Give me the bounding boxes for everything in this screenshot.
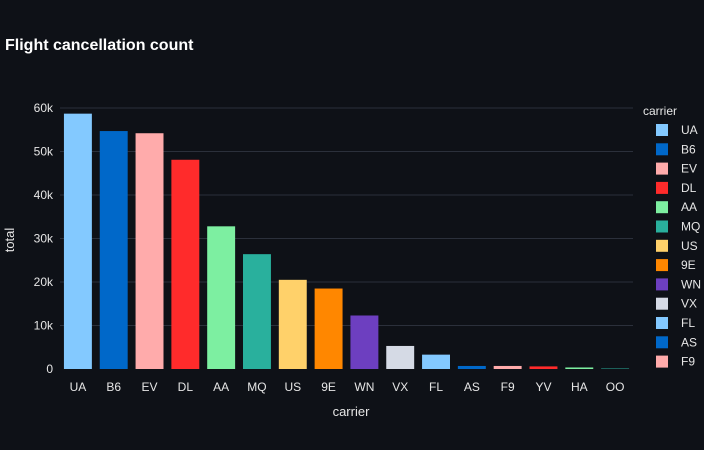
bar-wn[interactable] — [350, 315, 379, 369]
bar-as[interactable] — [457, 365, 486, 369]
legend-item-label[interactable]: EV — [681, 162, 697, 176]
bar-ev[interactable] — [135, 133, 164, 369]
y-tick-label: 10k — [34, 319, 54, 333]
bar-us[interactable] — [278, 279, 307, 369]
x-tick-label: HA — [571, 380, 588, 394]
y-tick-label: 40k — [34, 188, 54, 202]
legend-item-label[interactable]: VX — [681, 297, 697, 311]
x-tick-label: 9E — [321, 380, 336, 394]
legend-swatch[interactable] — [656, 278, 668, 291]
legend: carrier UA B6 EV DL AA MQ US 9E WN VX FL AS F9 — [643, 104, 701, 369]
x-tick-label: WN — [354, 380, 374, 394]
bar-b6[interactable] — [99, 131, 128, 369]
legend-item-label[interactable]: US — [681, 239, 698, 253]
legend-item-label[interactable]: AA — [681, 200, 697, 214]
x-tick-label: F9 — [501, 380, 515, 394]
legend-swatch[interactable] — [656, 201, 668, 214]
bar-vx[interactable] — [386, 345, 415, 369]
legend-title: carrier — [643, 104, 677, 118]
y-tick-label: 0 — [46, 362, 53, 376]
legend-swatch[interactable] — [656, 181, 668, 194]
bar-f9[interactable] — [493, 365, 522, 369]
y-axis-title: total — [2, 228, 17, 253]
legend-item-label[interactable]: B6 — [681, 142, 696, 156]
bar-mq[interactable] — [243, 254, 271, 369]
bars — [63, 113, 630, 370]
legend-item-label[interactable]: WN — [681, 277, 701, 291]
x-tick-labels: UA B6 EV DL AA MQ US 9E WN VX FL AS F9 YV HA OO — [70, 380, 625, 394]
bar-9e[interactable] — [314, 288, 343, 369]
bar-dl[interactable] — [171, 159, 200, 369]
legend-item-label[interactable]: DL — [681, 181, 697, 195]
y-tick-labels: 0 10k 20k 30k 40k 50k 60k — [34, 101, 54, 376]
x-tick-label: AS — [464, 380, 480, 394]
bar-ua[interactable] — [63, 113, 92, 369]
x-tick-label: OO — [606, 380, 625, 394]
chart-title: Flight cancellation count — [5, 37, 194, 54]
x-axis-title: carrier — [333, 404, 371, 419]
x-tick-label: MQ — [247, 380, 266, 394]
bar-aa[interactable] — [207, 226, 236, 369]
x-tick-label: YV — [535, 380, 551, 394]
legend-swatch[interactable] — [656, 297, 668, 310]
y-tick-label: 30k — [34, 232, 54, 246]
legend-item-label[interactable]: 9E — [681, 258, 696, 272]
x-tick-label: EV — [142, 380, 158, 394]
x-tick-label: FL — [429, 380, 443, 394]
legend-swatch[interactable] — [656, 143, 668, 156]
bar-fl[interactable] — [422, 354, 450, 369]
bar-ha[interactable] — [565, 367, 594, 369]
legend-swatch[interactable] — [656, 336, 668, 349]
legend-swatch[interactable] — [656, 317, 668, 329]
legend-swatch[interactable] — [656, 124, 668, 136]
legend-item-label[interactable]: UA — [681, 123, 698, 137]
legend-item-label[interactable]: F9 — [681, 355, 695, 369]
x-tick-label: DL — [178, 380, 194, 394]
y-tick-label: 20k — [34, 275, 54, 289]
legend-swatch[interactable] — [656, 355, 668, 368]
legend-item-label[interactable]: AS — [681, 335, 697, 349]
legend-item-label[interactable]: MQ — [681, 220, 700, 234]
x-tick-label: B6 — [106, 380, 121, 394]
x-tick-label: US — [284, 380, 301, 394]
legend-swatch[interactable] — [656, 239, 668, 252]
legend-swatch[interactable] — [656, 259, 668, 272]
y-tick-label: 60k — [34, 101, 54, 115]
x-tick-label: AA — [213, 380, 229, 394]
y-tick-label: 50k — [34, 145, 54, 159]
legend-swatch[interactable] — [656, 220, 668, 233]
x-tick-label: UA — [70, 380, 87, 394]
legend-swatch[interactable] — [656, 162, 668, 175]
legend-item-label[interactable]: FL — [681, 316, 695, 330]
bar-yv[interactable] — [529, 366, 558, 369]
x-tick-label: VX — [392, 380, 408, 394]
bar-oo[interactable] — [601, 368, 630, 370]
